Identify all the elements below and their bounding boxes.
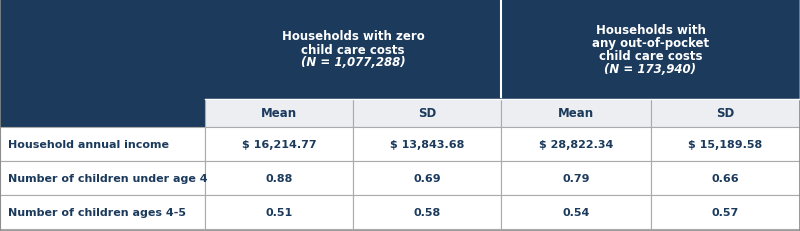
Bar <box>651 161 800 195</box>
Text: Number of children under age 4: Number of children under age 4 <box>8 173 208 183</box>
Text: 0.54: 0.54 <box>562 207 590 217</box>
Bar <box>353 195 501 229</box>
Text: Households with zero: Households with zero <box>282 30 424 43</box>
Text: child care costs: child care costs <box>598 50 702 63</box>
Text: 0.88: 0.88 <box>266 173 293 183</box>
Bar <box>205 161 353 195</box>
Text: child care costs: child care costs <box>302 43 405 56</box>
Text: SD: SD <box>418 107 436 120</box>
Bar <box>501 128 651 161</box>
Bar <box>205 0 501 100</box>
Text: Mean: Mean <box>558 107 594 120</box>
Bar <box>501 161 651 195</box>
Text: $ 15,189.58: $ 15,189.58 <box>688 139 762 149</box>
Text: 0.58: 0.58 <box>414 207 441 217</box>
Bar <box>205 128 353 161</box>
Text: SD: SD <box>716 107 734 120</box>
Text: Household annual income: Household annual income <box>8 139 169 149</box>
Bar <box>0 0 205 100</box>
Bar <box>0 128 205 161</box>
Text: Number of children ages 4-5: Number of children ages 4-5 <box>8 207 186 217</box>
Text: (N = 173,940): (N = 173,940) <box>605 63 697 76</box>
Text: (N = 1,077,288): (N = 1,077,288) <box>301 56 406 69</box>
Bar <box>353 161 501 195</box>
Text: 0.57: 0.57 <box>712 207 739 217</box>
Text: any out-of-pocket: any out-of-pocket <box>592 37 709 50</box>
Bar <box>651 100 800 128</box>
Bar <box>651 128 800 161</box>
Bar <box>205 100 353 128</box>
Bar <box>353 128 501 161</box>
Bar <box>205 195 353 229</box>
Bar <box>0 100 205 128</box>
Text: 0.66: 0.66 <box>712 173 739 183</box>
Text: Mean: Mean <box>261 107 297 120</box>
Bar <box>0 161 205 195</box>
Text: 0.69: 0.69 <box>413 173 441 183</box>
Text: Households with: Households with <box>595 24 706 37</box>
Text: $ 16,214.77: $ 16,214.77 <box>242 139 316 149</box>
Bar <box>0 195 205 229</box>
Bar <box>651 195 800 229</box>
Text: 0.79: 0.79 <box>562 173 590 183</box>
Text: $ 13,843.68: $ 13,843.68 <box>390 139 464 149</box>
Text: $ 28,822.34: $ 28,822.34 <box>539 139 613 149</box>
Bar <box>501 0 800 100</box>
Bar <box>501 100 651 128</box>
Bar <box>353 100 501 128</box>
Bar <box>501 195 651 229</box>
Text: 0.51: 0.51 <box>266 207 293 217</box>
